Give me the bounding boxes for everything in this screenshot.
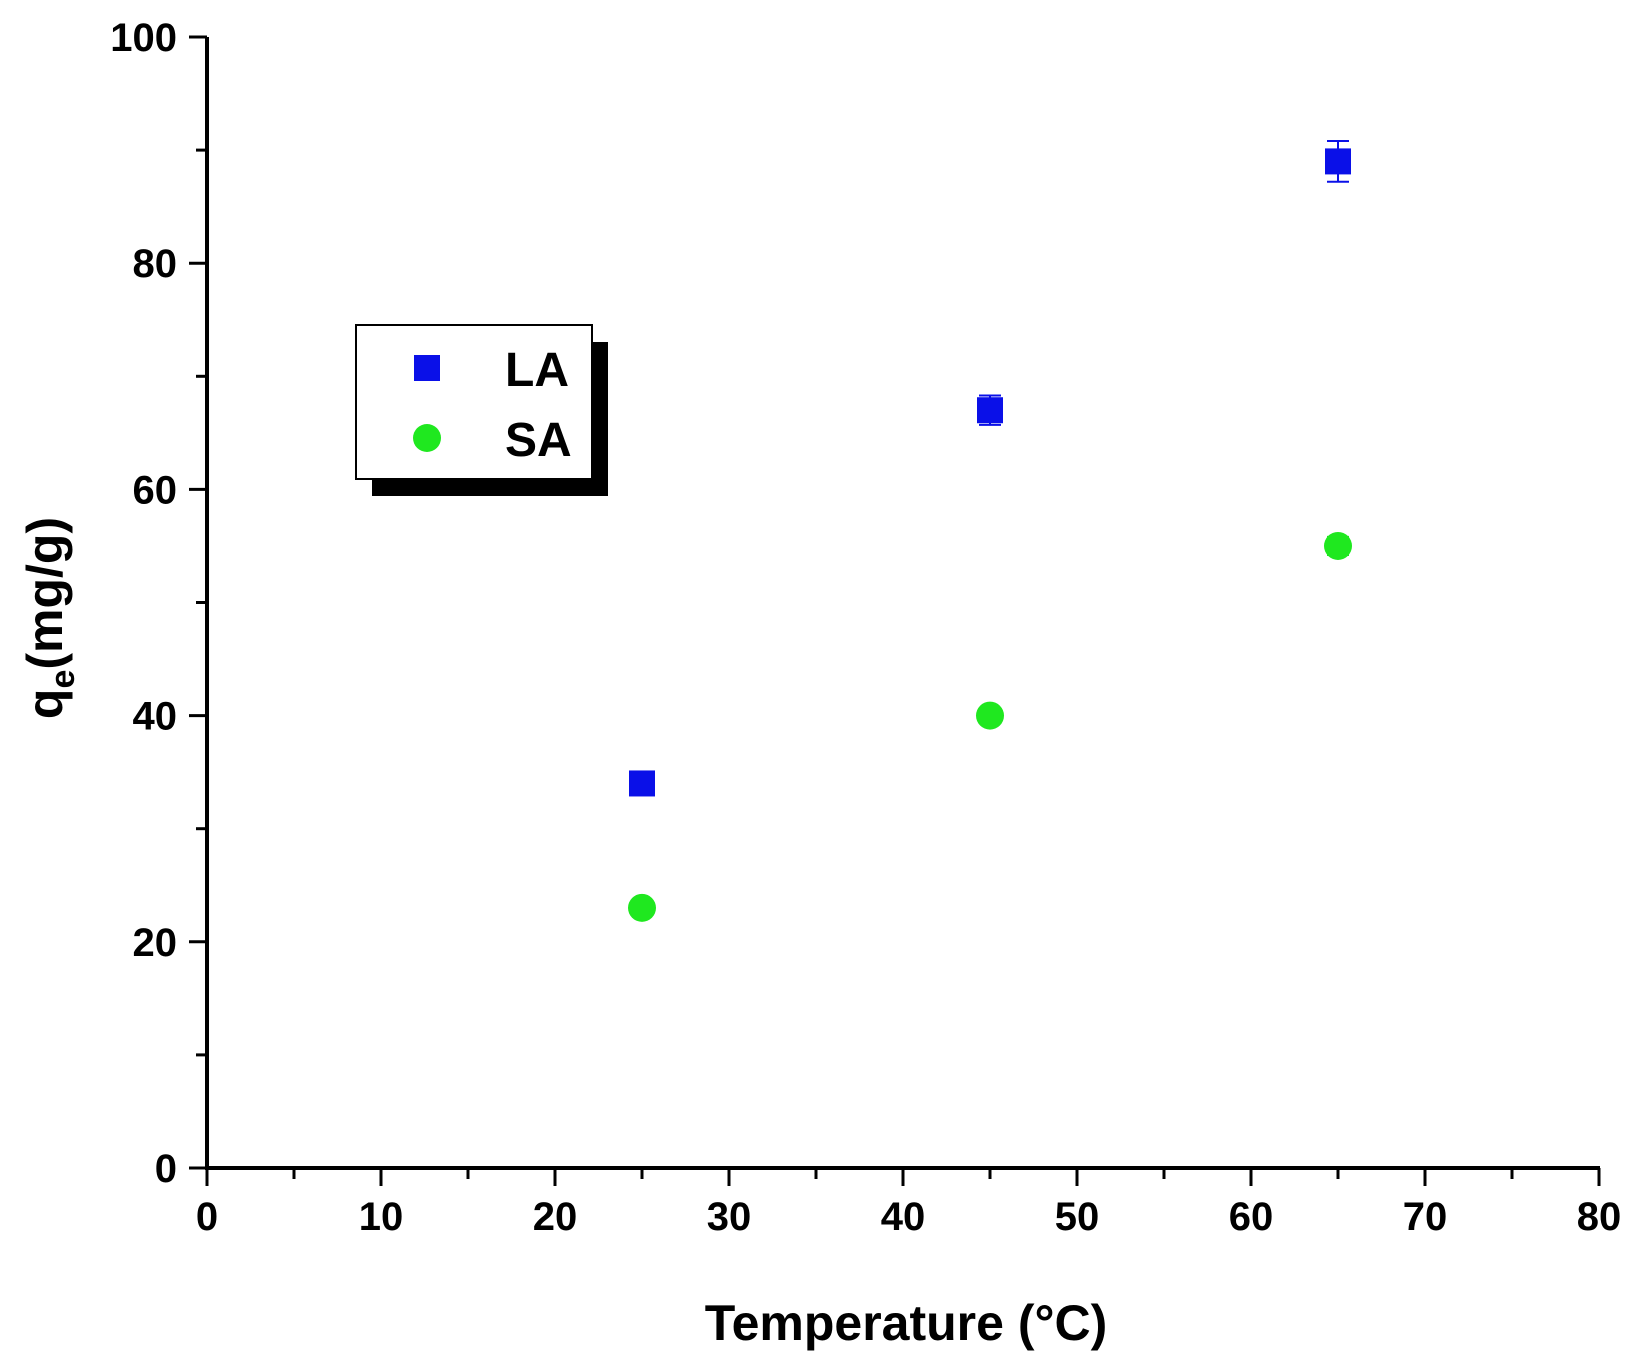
data-marks [628, 140, 1352, 922]
x-tick-label: 30 [707, 1195, 752, 1239]
y-axis-ticks: 0 20 40 60 80 100 [110, 16, 207, 1191]
x-tick-label: 40 [881, 1195, 926, 1239]
marker-sa [1324, 531, 1352, 560]
legend-label-la: LA [505, 344, 569, 397]
marker-sa [976, 701, 1004, 730]
y-tick-label: 100 [110, 16, 177, 60]
data-point-la [977, 394, 1003, 426]
marker-la [629, 770, 655, 797]
x-tick-label: 60 [1229, 1195, 1274, 1239]
axes [205, 37, 1600, 1170]
data-point-sa [628, 893, 656, 922]
x-tick-label: 0 [196, 1195, 218, 1239]
x-tick-label: 80 [1577, 1195, 1622, 1239]
y-tick-label: 80 [133, 242, 178, 286]
legend: LA SA [355, 324, 608, 496]
legend-box [355, 324, 593, 480]
x-tick-label: 50 [1055, 1195, 1100, 1239]
y-axis-title-symbol: q [17, 689, 73, 720]
y-tick-label: 40 [133, 695, 178, 739]
legend-marker-la [414, 355, 440, 381]
y-tick-label: 60 [133, 468, 178, 512]
data-point-sa [976, 701, 1004, 730]
legend-label-sa: SA [505, 414, 572, 467]
marker-la [977, 397, 1003, 424]
y-axis-title: qe(mg/g) [17, 517, 82, 719]
marker-la [1325, 148, 1351, 175]
y-axis-title-subscript: e [44, 670, 82, 689]
y-tick-label: 0 [155, 1147, 177, 1191]
x-tick-label: 70 [1403, 1195, 1448, 1239]
data-point-la [1325, 140, 1351, 183]
x-tick-label: 20 [533, 1195, 578, 1239]
x-axis-ticks: 0 10 20 30 40 50 60 70 80 [196, 1168, 1621, 1239]
x-axis-title: Temperature (°C) [705, 1295, 1107, 1351]
y-tick-label: 20 [133, 921, 178, 965]
y-axis-title-unit: (mg/g) [17, 517, 73, 670]
legend-marker-sa [413, 424, 441, 452]
data-point-la [629, 770, 655, 797]
data-point-sa [1324, 531, 1352, 560]
marker-sa [628, 893, 656, 922]
x-tick-label: 10 [359, 1195, 404, 1239]
